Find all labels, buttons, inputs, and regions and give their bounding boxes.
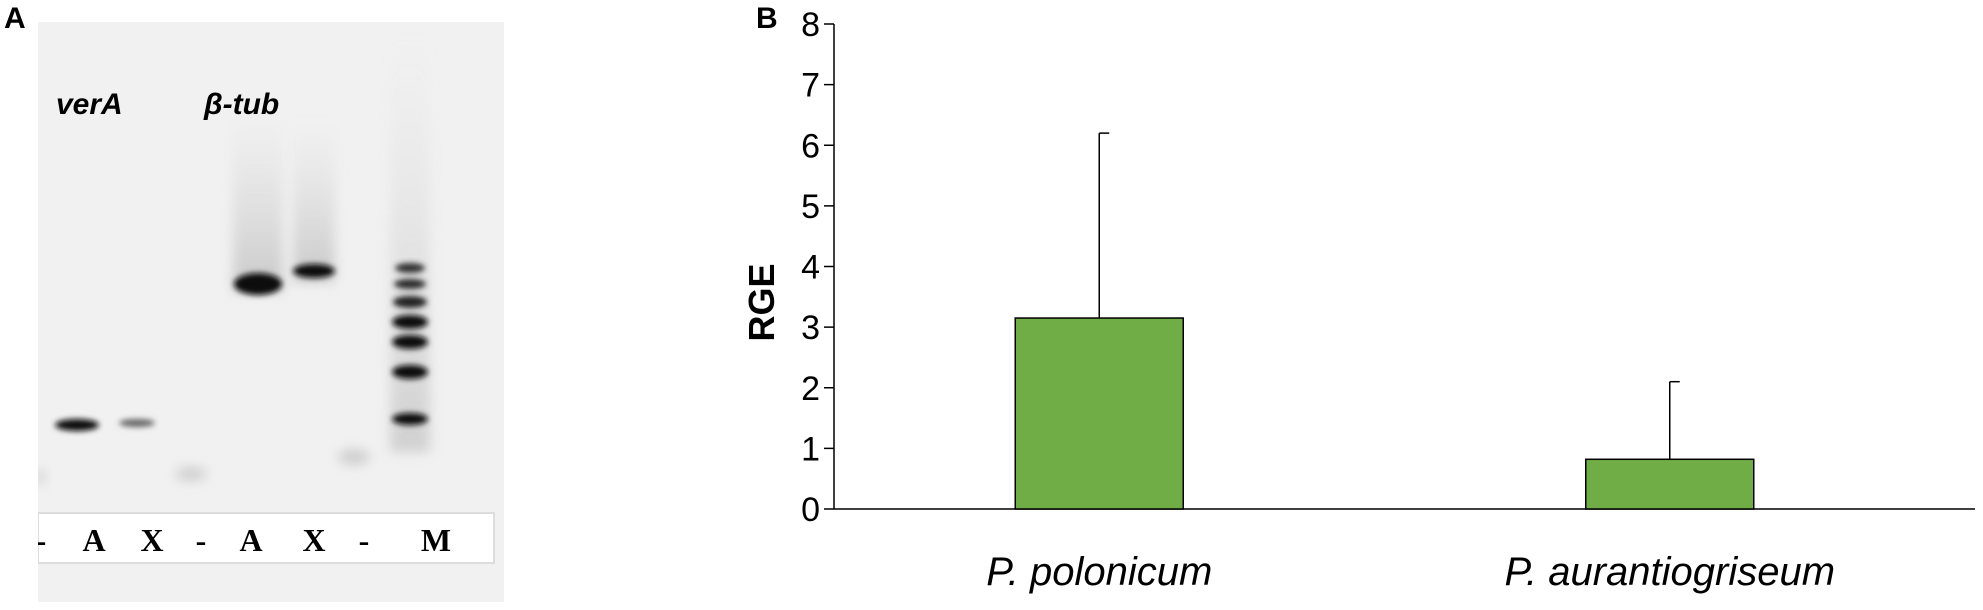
x-category-label: P. polonicum xyxy=(986,550,1212,594)
marker-band xyxy=(392,335,428,349)
panel-b-label: B xyxy=(756,2,778,35)
gel-image: verA β-tub - A X - A X - M xyxy=(38,22,504,602)
bar xyxy=(1014,317,1184,510)
y-tick-label: 8 xyxy=(801,6,820,44)
y-tick-label: 4 xyxy=(801,249,820,287)
gel-faint-spot xyxy=(338,450,370,464)
y-tick-label: 1 xyxy=(801,430,820,468)
gene-label-vera: verA xyxy=(56,88,123,121)
marker-band xyxy=(394,279,426,289)
gel-band-vera-a xyxy=(55,419,99,431)
y-tick-label: 2 xyxy=(801,370,820,408)
lane-label: X xyxy=(302,522,325,558)
gel-band-vera-x xyxy=(119,419,155,427)
gel-smear xyxy=(233,112,283,292)
y-axis-label: RGE xyxy=(741,263,782,341)
lane-label: A xyxy=(239,522,262,558)
marker-band xyxy=(395,263,425,273)
gel-faint-spot xyxy=(38,471,46,483)
marker-band xyxy=(392,365,428,379)
bar xyxy=(1585,458,1755,510)
y-tick-label: 6 xyxy=(801,127,820,165)
lane-label: - xyxy=(38,522,46,558)
gel-smear xyxy=(293,122,335,282)
lane-label: X xyxy=(140,522,163,558)
rge-bar-chart: 0 1 2 3 4 5 6 7 8 RGE P. polonicum P. aurantiogrise… xyxy=(741,6,1975,594)
gene-label-btub: β-tub xyxy=(203,88,279,121)
panel-a-label: A xyxy=(4,2,26,35)
lane-label: - xyxy=(359,522,370,558)
y-tick-label: 3 xyxy=(801,309,820,347)
lane-label: M xyxy=(421,522,451,558)
lane-label: - xyxy=(196,522,207,558)
marker-band xyxy=(393,296,427,308)
marker-band xyxy=(392,413,428,425)
gel-band-btub-x xyxy=(293,264,335,278)
marker-smear xyxy=(390,32,430,452)
x-category-label: P. aurantiogriseum xyxy=(1504,550,1835,594)
gel-band-btub-a xyxy=(234,273,282,295)
y-tick-label: 7 xyxy=(801,67,820,105)
y-tick-label: 5 xyxy=(801,188,820,226)
lane-label: A xyxy=(82,522,105,558)
marker-band xyxy=(392,315,428,329)
y-tick-label: 0 xyxy=(801,491,820,529)
gel-faint-spot xyxy=(175,468,207,480)
lane-label-strip xyxy=(38,512,495,564)
